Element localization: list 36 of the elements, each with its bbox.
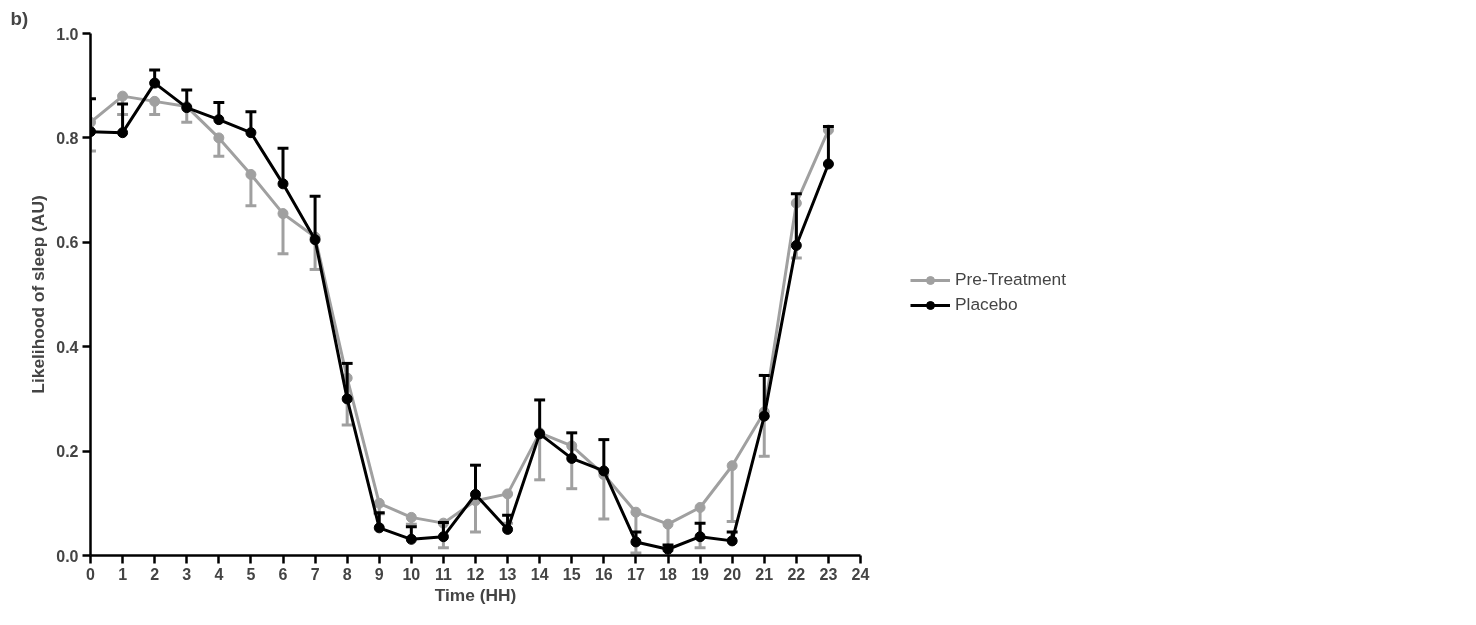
x-axis-title: Time (HH): [434, 584, 517, 605]
x-tick-label: 10: [402, 565, 421, 583]
x-tick-label: 1: [118, 565, 128, 583]
x-tick-label: 16: [594, 565, 613, 583]
chart-title: b): [10, 7, 29, 29]
x-tick-label: 23: [819, 565, 838, 583]
legend-label: Pre-Treatment: [955, 269, 1067, 290]
x-tick-label: 18: [659, 565, 677, 583]
legend-label: Placebo: [955, 294, 1018, 315]
x-tick-label: 3: [182, 565, 192, 583]
x-tick-label: 17: [627, 565, 645, 583]
x-tick-label: 0: [86, 565, 96, 583]
y-tick-label: 0.2: [56, 443, 79, 461]
x-tick-label: 21: [755, 565, 774, 583]
x-tick-label: 22: [787, 565, 806, 583]
x-tick-label: 7: [310, 565, 320, 583]
x-tick-label: 15: [562, 565, 581, 583]
x-tick-label: 8: [342, 565, 352, 583]
x-tick-label: 14: [530, 565, 549, 583]
x-tick-label: 12: [466, 565, 485, 583]
y-tick-label: 0.8: [56, 129, 79, 147]
x-tick-label: 5: [246, 565, 256, 583]
y-tick-label: 0.0: [56, 547, 79, 565]
x-tick-label: 20: [723, 565, 742, 583]
x-tick-label: 2: [150, 565, 160, 583]
y-tick-label: 0.4: [56, 338, 79, 356]
x-tick-label: 4: [214, 565, 224, 583]
x-tick-label: 19: [691, 565, 710, 583]
x-tick-label: 9: [374, 565, 384, 583]
x-tick-label: 11: [434, 565, 452, 583]
y-axis-title: Likelihood of sleep (AU): [28, 195, 49, 394]
y-tick-label: 1.0: [56, 25, 79, 43]
x-tick-label: 13: [498, 565, 517, 583]
x-tick-label: 6: [278, 565, 288, 583]
y-tick-label: 0.6: [56, 234, 79, 252]
x-tick-label: 24: [851, 565, 870, 583]
